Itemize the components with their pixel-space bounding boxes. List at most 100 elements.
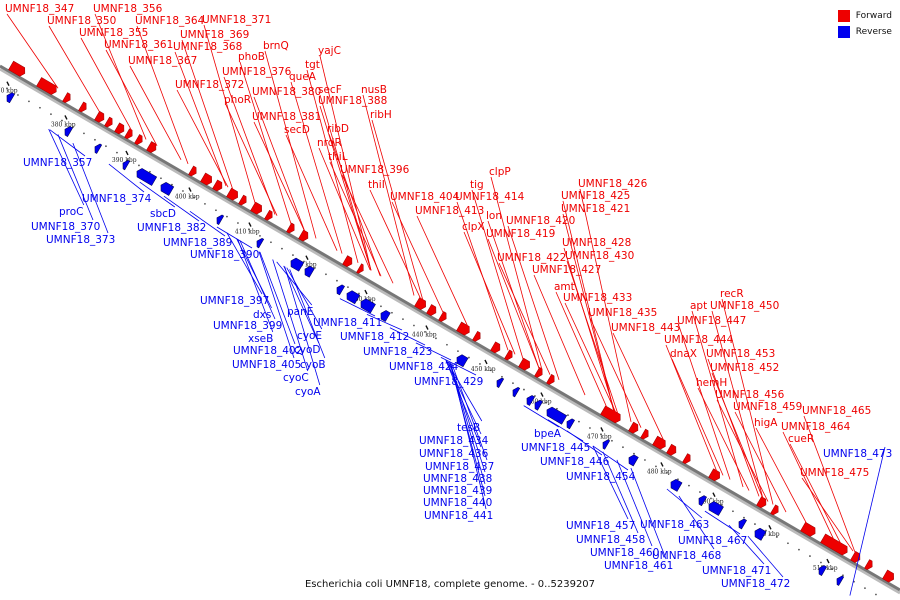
reverse-gene <box>346 290 361 305</box>
ruler-dot <box>589 427 591 429</box>
genome-caption: Escherichia coli UMNF18, complete genome… <box>304 579 596 590</box>
forward-gene-label: thiL <box>328 151 348 163</box>
reverse-gene-label: UMNF18_429 <box>414 376 483 388</box>
ruler-dot <box>743 516 745 519</box>
reverse-gene <box>566 418 575 430</box>
forward-leader-line <box>678 325 731 480</box>
forward-gene-label: UMNF18_426 <box>578 178 648 190</box>
tick-mark <box>64 115 68 120</box>
reverse-leader-line <box>678 495 715 550</box>
reverse-leader-line <box>272 259 309 372</box>
tick-label: 450 kbp <box>471 366 496 373</box>
reverse-gene <box>698 495 707 507</box>
reverse-gene <box>256 237 265 249</box>
forward-gene <box>188 165 197 177</box>
forward-gene <box>756 496 767 509</box>
ruler-dot <box>248 228 250 231</box>
reverse-leader-line <box>445 360 482 435</box>
forward-leader-line <box>711 372 764 499</box>
forward-leader-line <box>507 225 560 381</box>
ruler-dot <box>413 324 415 327</box>
forward-gene <box>8 60 26 77</box>
reverse-leader-line <box>666 488 703 519</box>
forward-gene <box>666 443 677 456</box>
forward-leader-line <box>181 39 234 191</box>
ruler-dot <box>534 395 536 397</box>
forward-gene-label: UMNF18_421 <box>561 203 630 215</box>
forward-gene-label: UMNF18_364 <box>135 15 205 27</box>
reverse-gene-label: panE <box>287 306 313 318</box>
ruler-dot <box>270 241 272 244</box>
forward-gene-label: nrdR <box>317 137 342 149</box>
forward-leader-line <box>803 415 856 553</box>
reverse-leader-line <box>258 251 295 359</box>
forward-leader-line <box>391 201 444 313</box>
forward-gene-label: ribD <box>327 123 349 135</box>
forward-gene-label: UMNF18_464 <box>781 421 851 433</box>
reverse-gene-label: UMNF18_405 <box>232 359 301 371</box>
forward-gene <box>518 357 530 371</box>
reverse-gene <box>628 454 639 467</box>
ruler-dot <box>809 555 811 557</box>
forward-leader-line <box>707 358 760 497</box>
genome-backbone <box>0 64 900 592</box>
forward-gene <box>104 116 113 128</box>
reverse-gene-label: sbcD <box>150 208 176 220</box>
forward-leader-line <box>716 399 769 502</box>
reverse-leader-line <box>440 357 477 376</box>
reverse-gene <box>546 406 568 425</box>
reverse-leader-line <box>704 510 741 535</box>
reverse-gene-label: UMNF18_461 <box>604 560 673 572</box>
forward-leader-line <box>471 189 524 360</box>
ruler-dot <box>457 350 459 353</box>
ruler-dot <box>402 318 404 321</box>
reverse-leader-line <box>226 232 263 295</box>
forward-gene-label: UMNF18_380 <box>252 86 321 98</box>
forward-gene-label: UMNF18_447 <box>677 315 746 327</box>
ruler-dot <box>468 356 470 359</box>
reverse-leader-line <box>276 261 313 306</box>
forward-gene-label: UMNF18_420 <box>506 215 575 227</box>
forward-gene <box>356 263 364 274</box>
forward-gene <box>628 421 639 434</box>
tick-mark <box>125 150 129 156</box>
reverse-gene <box>160 182 175 196</box>
reverse-gene-label: proC <box>59 206 84 218</box>
ruler-dot <box>567 414 569 417</box>
ruler-dot <box>490 369 492 372</box>
tick-label: 380 kbp <box>51 121 76 128</box>
ruler-dot <box>578 420 580 423</box>
forward-gene-label: UMNF18_414 <box>455 191 525 203</box>
ruler-dot <box>611 439 613 442</box>
reverse-leader-line <box>451 363 488 461</box>
ruler-dot <box>116 151 118 154</box>
ruler-dot <box>39 106 41 109</box>
reverse-leader-line <box>163 195 200 222</box>
ruler-dot <box>754 523 756 525</box>
reverse-gene-label: cyoB <box>300 359 326 371</box>
reverse-gene-label: UMNF18_472 <box>721 578 790 590</box>
forward-gene <box>286 222 295 234</box>
reverse-gene <box>64 126 73 137</box>
forward-leader-line <box>579 188 632 422</box>
forward-gene <box>238 194 247 206</box>
reverse-leader-line <box>728 524 765 565</box>
reverse-gene <box>216 214 225 225</box>
reverse-leader-line <box>339 298 376 317</box>
forward-gene-label: apt <box>690 300 707 312</box>
reverse-gene-label: UMNF18_454 <box>566 471 636 483</box>
reverse-leader-line <box>289 269 326 359</box>
forward-gene-label: UMNF18_450 <box>710 300 779 312</box>
forward-gene-label: nusB <box>361 84 387 96</box>
ruler-dot <box>303 260 305 263</box>
reverse-gene <box>526 395 535 406</box>
forward-leader-line <box>341 174 394 284</box>
forward-gene-label: UMNF18_425 <box>561 190 630 202</box>
forward-leader-line <box>239 61 292 224</box>
forward-gene <box>770 504 779 516</box>
reverse-gene <box>534 399 543 411</box>
reverse-gene-label: UMNF18_382 <box>137 222 206 234</box>
forward-leader-line <box>176 89 229 188</box>
tick-mark <box>305 255 309 261</box>
tick-label: 400 kbp <box>175 193 200 200</box>
